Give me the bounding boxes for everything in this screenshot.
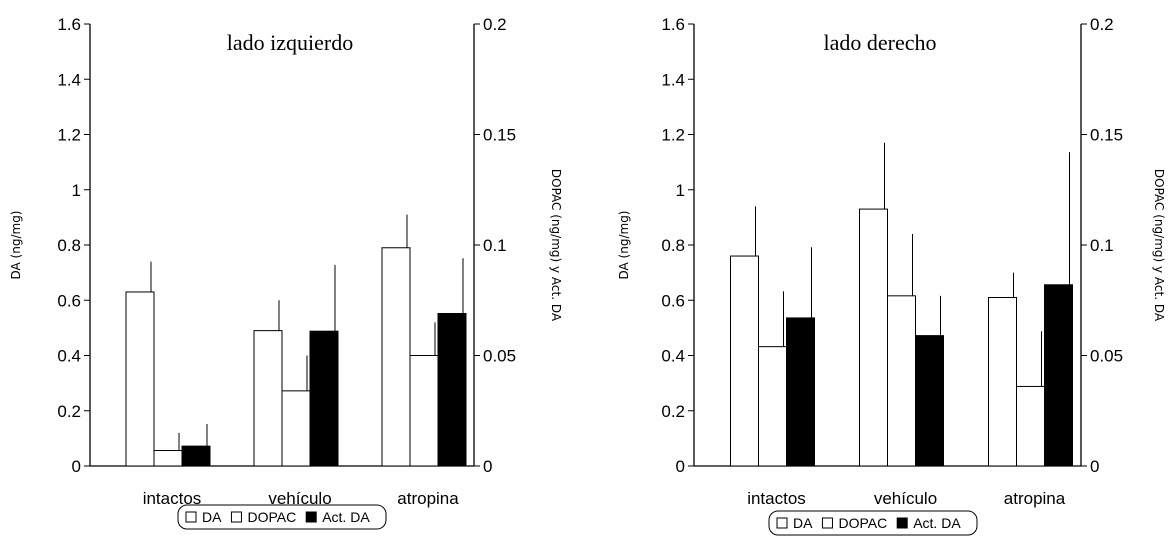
bar-da <box>125 291 155 467</box>
category-label: atropina <box>397 489 459 508</box>
legend-swatch <box>185 511 197 523</box>
bar-act-da <box>181 445 211 467</box>
y-tick-label-left: 0.6 <box>661 291 685 310</box>
y-tick-label-left: 0 <box>72 457 81 476</box>
bar-act-da <box>915 335 944 467</box>
y-tick-label-left: 1 <box>72 181 81 200</box>
y-tick-label-right: 0 <box>1090 457 1099 476</box>
y-tick-label-left: 0 <box>676 457 685 476</box>
panel-right: 0 0.2 0.4 0.6 0.8 1 1.2 1.4 1.6 0 0.05 0.1 0.15 0.2 in… <box>617 15 1166 536</box>
bar-da <box>730 255 759 467</box>
bar-dopac <box>281 390 311 467</box>
y-tick-label-right: 0.1 <box>1090 236 1114 255</box>
bar-dopac <box>153 450 183 467</box>
y-tick-label-left: 1.4 <box>57 70 81 89</box>
y-axis-label-left: DA (ng/mg) <box>617 211 631 280</box>
y-tick-label-left: 0.2 <box>57 402 81 421</box>
legend-swatch <box>230 511 242 523</box>
panel-title: lado derecho <box>824 30 937 55</box>
bar-da <box>381 247 411 467</box>
y-tick-label-right: 0 <box>483 457 492 476</box>
y-tick-label-left: 0.4 <box>661 347 685 366</box>
y-tick-label-left: 1.4 <box>661 70 685 89</box>
bar-act-da <box>309 330 339 467</box>
y-tick-label-left: 1.2 <box>57 126 81 145</box>
y-axis-label-left: DA (ng/mg) <box>9 211 23 280</box>
y-tick-label-left: 0.6 <box>57 291 81 310</box>
bar-act-da <box>437 313 467 467</box>
y-tick-label-right: 0.15 <box>1090 126 1123 145</box>
legend-label: DOPAC <box>247 509 296 525</box>
bar-dopac <box>409 355 439 467</box>
y-tick-label-left: 0.8 <box>661 236 685 255</box>
y-tick-label-left: 1.6 <box>57 15 81 34</box>
legend-label: Act. DA <box>322 509 370 525</box>
legend-label: DOPAC <box>838 515 887 531</box>
legend: DA DOPAC Act. DA <box>768 510 978 536</box>
legend-label: Act. DA <box>913 515 961 531</box>
panel-title: lado izquierdo <box>227 30 353 55</box>
bar-dopac <box>758 346 787 467</box>
bar-act-da <box>1044 284 1073 467</box>
y-tick-label-left: 0.8 <box>57 236 81 255</box>
legend-box <box>768 510 978 536</box>
category-label: intactos <box>143 489 202 508</box>
legend-swatch <box>821 517 833 529</box>
y-tick-label-left: 0.2 <box>661 402 685 421</box>
bar-act-da <box>786 317 815 467</box>
legend-swatch <box>896 517 908 529</box>
y-axis-label-right: DOPAC (ng/mg) y Act. DA <box>1152 169 1166 322</box>
category-label: vehículo <box>268 489 331 508</box>
category-label: intactos <box>747 489 806 508</box>
bar-da <box>253 330 283 467</box>
legend-swatch <box>305 511 317 523</box>
panel-left: 0 0.2 0.4 0.6 0.8 1 1.2 1.4 1.6 0 0.05 0.1 0.15 0.2 in… <box>9 15 563 530</box>
y-tick-label-right: 0.05 <box>1090 347 1123 366</box>
legend-box <box>177 504 387 530</box>
legend-label: DA <box>793 515 813 531</box>
bar-dopac <box>887 295 916 467</box>
y-tick-label-left: 1.2 <box>661 126 685 145</box>
y-tick-label-right: 0.05 <box>483 347 516 366</box>
y-tick-label-left: 1.6 <box>661 15 685 34</box>
bar-da <box>988 296 1017 467</box>
bar-dopac <box>1016 385 1045 467</box>
y-axis-label-right: DOPAC (ng/mg) y Act. DA <box>549 169 563 322</box>
y-tick-label-left: 1 <box>676 181 685 200</box>
y-tick-label-right: 0.2 <box>483 15 507 34</box>
y-tick-label-right: 0.1 <box>483 236 507 255</box>
category-label: atropina <box>1004 489 1066 508</box>
bar-da <box>859 208 888 467</box>
legend: DA DOPAC Act. DA <box>177 504 387 530</box>
y-tick-label-right: 0.2 <box>1090 15 1114 34</box>
legend-label: DA <box>202 509 222 525</box>
y-tick-label-right: 0.15 <box>483 126 516 145</box>
legend-swatch <box>776 517 788 529</box>
category-label: vehículo <box>874 489 937 508</box>
y-tick-label-left: 0.4 <box>57 347 81 366</box>
